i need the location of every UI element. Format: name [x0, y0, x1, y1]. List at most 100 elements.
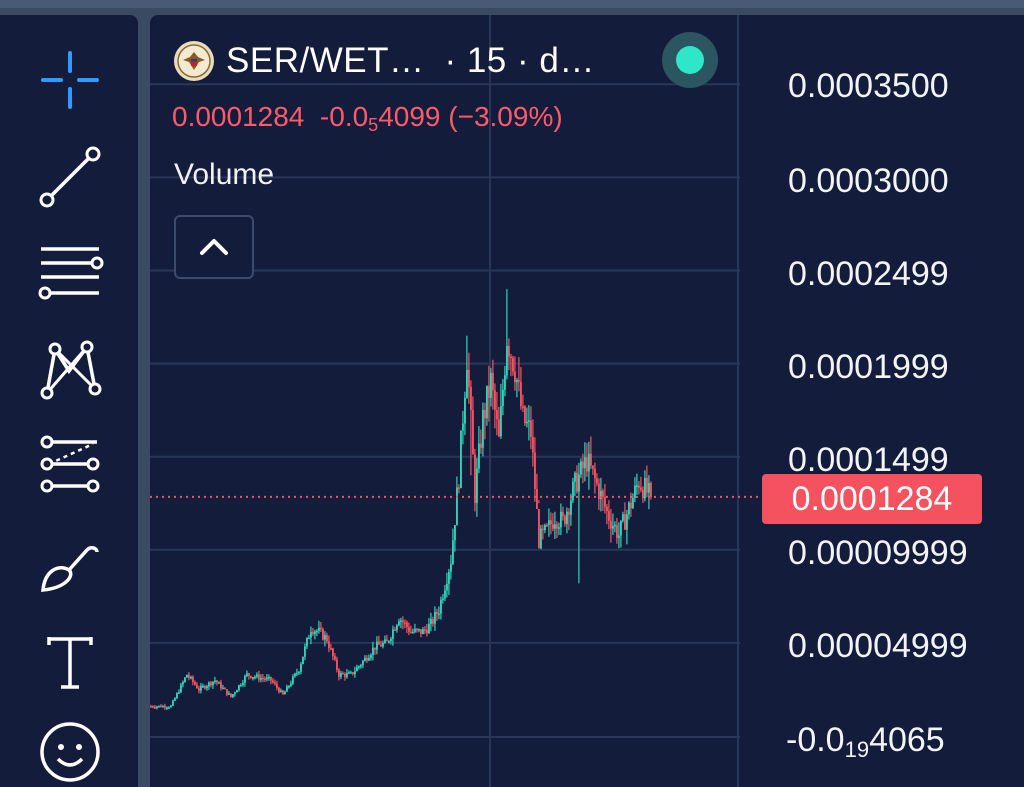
emoji-tool[interactable] — [30, 717, 110, 787]
candle-body — [186, 674, 188, 678]
candle-body — [192, 676, 194, 683]
chevron-up-icon — [200, 239, 228, 255]
candle-body — [456, 487, 458, 526]
candle-body — [394, 629, 396, 632]
candle-body — [276, 683, 278, 688]
candle-body — [344, 673, 346, 677]
crosshair-tool[interactable] — [30, 45, 110, 115]
brush-tool[interactable] — [30, 530, 110, 600]
projection-icon — [40, 435, 100, 493]
pattern-tool[interactable] — [30, 335, 110, 405]
change-lead: -0.0 — [319, 101, 369, 132]
candle-body — [234, 692, 236, 695]
symbol-legend[interactable]: SER/WET… · 15 · d… — [174, 39, 595, 83]
candle-body — [504, 375, 506, 390]
candle-body — [356, 667, 358, 672]
candle-body — [266, 677, 268, 680]
candle-body — [352, 672, 354, 675]
candle-body — [376, 641, 378, 650]
candle-body — [448, 571, 450, 584]
candle-body — [508, 345, 510, 357]
candle-body — [362, 661, 364, 666]
candle-body — [438, 613, 440, 616]
candle-body — [592, 465, 594, 469]
candle-body — [386, 639, 388, 642]
projection-tool[interactable] — [30, 430, 110, 500]
price-axis-label: 0.00009999 — [788, 534, 968, 572]
candle-body — [514, 371, 516, 383]
candle-body — [446, 583, 448, 591]
candle-body — [474, 454, 476, 503]
candle-body — [378, 641, 380, 645]
candle-body — [388, 641, 390, 643]
candle-body — [222, 687, 224, 690]
candle-body — [444, 590, 446, 599]
candle-body — [188, 674, 190, 678]
candle-body — [354, 671, 356, 675]
candle-body — [364, 657, 366, 662]
candle-body — [268, 676, 270, 679]
candle-body — [546, 525, 548, 527]
collapse-indicators-button[interactable] — [174, 215, 254, 279]
candle-body — [498, 419, 500, 437]
candle-body — [516, 379, 518, 383]
candle-body — [262, 677, 264, 680]
candle-body — [320, 627, 322, 630]
candle-body — [626, 514, 628, 530]
horizontal-lines-tool[interactable] — [30, 237, 110, 307]
candle-body — [404, 622, 406, 624]
candle-body — [380, 644, 382, 647]
market-status-indicator[interactable] — [662, 32, 718, 88]
candle-body — [548, 520, 550, 526]
candle-body — [520, 381, 522, 407]
candle-body — [600, 490, 602, 500]
candle-body — [478, 443, 480, 469]
candle-body — [568, 511, 570, 515]
candle-body — [256, 674, 258, 677]
candle-body — [552, 524, 554, 529]
candle-body — [382, 642, 384, 647]
candle-body — [616, 524, 618, 538]
candle-body — [390, 638, 392, 642]
candle-body — [502, 389, 504, 407]
candle-body — [172, 700, 174, 706]
candle-body — [594, 468, 596, 479]
candle-body — [476, 468, 478, 503]
candle-body — [608, 511, 610, 521]
candle-body — [458, 487, 460, 489]
trend-line-tool[interactable] — [30, 142, 110, 212]
candle-body — [348, 672, 350, 674]
candle-body — [430, 619, 432, 624]
candle-body — [198, 688, 200, 691]
change-tail: 4099 — [378, 101, 441, 132]
candle-body — [374, 647, 376, 650]
candle-body — [558, 527, 560, 529]
candle-body — [566, 511, 568, 524]
candle-body — [328, 641, 330, 649]
candle-body — [464, 397, 466, 424]
candle-body — [254, 676, 256, 679]
candle-body — [526, 421, 528, 424]
candle-body — [174, 698, 176, 701]
text-tool[interactable] — [30, 627, 110, 697]
candle-body — [648, 483, 650, 493]
price-chart-plot[interactable] — [150, 15, 1024, 787]
eagle-seal-icon — [174, 41, 214, 81]
candle-body — [576, 472, 578, 492]
symbol-name: SER/WET… — [226, 41, 425, 80]
price-axis-label: 0.0003500 — [788, 67, 949, 105]
candle-body — [368, 658, 370, 661]
candle-body — [278, 687, 280, 693]
volume-indicator-label[interactable]: Volume — [174, 158, 275, 191]
candle-body — [396, 625, 398, 631]
crosshair-icon — [41, 51, 99, 109]
chart-panel[interactable]: SER/WET… · 15 · d… 0.0001284 -0.054099 (… — [150, 15, 1024, 787]
candle-body — [642, 489, 644, 499]
candle-body — [164, 706, 166, 708]
candle-body — [470, 386, 472, 411]
candle-body — [472, 410, 474, 455]
candle-body — [310, 632, 312, 638]
candle-body — [314, 631, 316, 634]
candle-body — [168, 707, 170, 709]
candle-body — [628, 502, 630, 515]
